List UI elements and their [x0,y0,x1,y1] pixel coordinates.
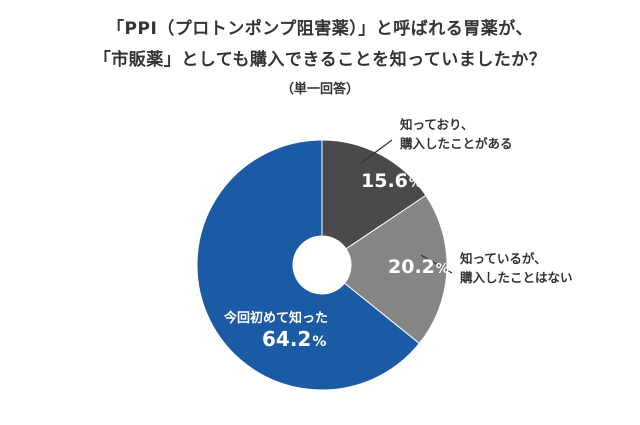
chart-title-line-1: 「PPI（プロトンポンプ阻害薬）」と呼ばれる胃薬が、 [107,19,533,39]
chart-subtitle: （単一回答） [280,82,359,97]
slice-value-first-time: 64.2% [262,327,326,351]
slice-label-aware-not-purchased-line-1: 知っているが、 [460,251,547,266]
slice-label-first-time: 今回初めて知った [223,310,328,326]
slice-label-aware-not-purchased: 知っているが、 購入したことはない [460,249,573,287]
slice-value-aware-not-purchased: 20.2% [388,256,449,278]
leader-line-aware-purchased [360,139,393,164]
slice-first-time [196,139,421,391]
slice-value-aware-purchased: 15.6% [361,170,422,192]
slice-aware-purchased [321,139,427,250]
slice-label-aware-purchased-line-1: 知っており、 [400,117,474,132]
slice-aware-not-purchased [343,194,448,345]
slice-label-aware-purchased: 知っており、 購入したことがある [400,115,513,153]
slice-label-aware-purchased-line-2: 購入したことがある [400,136,513,151]
leader-line-aware-not-purchased [420,254,453,274]
chart-title-line-2: 「市販薬」としても購入できることを知っていましたか？ [93,50,547,70]
slice-label-aware-not-purchased-line-2: 購入したことはない [460,270,573,285]
